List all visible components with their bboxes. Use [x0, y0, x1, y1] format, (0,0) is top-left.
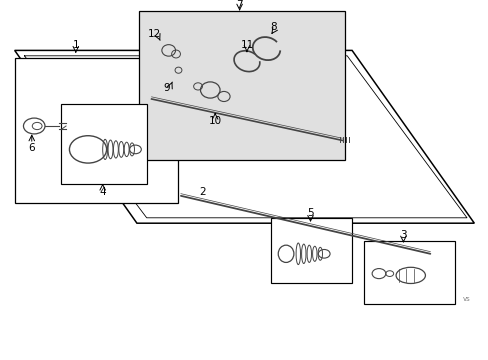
Text: 12: 12	[147, 29, 161, 39]
Text: 4: 4	[99, 186, 106, 197]
Bar	[364, 241, 454, 304]
Bar	[139, 11, 344, 160]
Text: 1: 1	[72, 40, 79, 50]
Text: 5: 5	[306, 208, 313, 218]
Polygon shape	[15, 50, 473, 223]
Text: 10: 10	[208, 116, 221, 126]
Text: 8: 8	[270, 22, 277, 32]
Text: vs: vs	[462, 296, 470, 302]
Text: 11: 11	[240, 40, 253, 50]
Text: 6: 6	[28, 143, 35, 153]
Bar	[61, 104, 146, 184]
Bar	[271, 218, 351, 283]
Text: 9: 9	[163, 83, 169, 93]
Bar	[15, 58, 178, 203]
Text: 2: 2	[199, 186, 206, 197]
Text: 7: 7	[236, 0, 243, 10]
Text: 3: 3	[399, 230, 406, 240]
